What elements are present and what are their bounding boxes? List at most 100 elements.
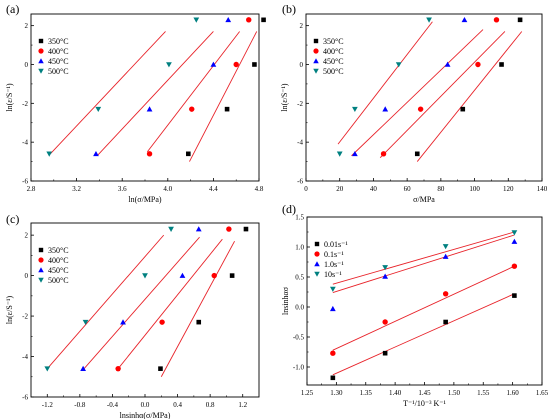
panel-label: (b) (282, 2, 296, 16)
data-point (460, 106, 466, 112)
fit-line (189, 31, 258, 162)
data-point (442, 291, 449, 297)
x-tick-label: 0.0 (141, 401, 150, 409)
y-tick-label: 0.0 (295, 304, 304, 312)
y-axis-label: lnsinhασ (281, 286, 290, 315)
x-tick-label: 1.25 (301, 389, 314, 397)
data-point (382, 273, 389, 279)
chart-panel-3: -1.2 -0.8 -0.4 0.0 0.4 0.8 1.2 -6 -4 -2 0 2 lnsinhα(… (5, 212, 260, 419)
x-tick-label: 1.40 (389, 389, 402, 397)
y-tick-label: 0 (25, 61, 29, 69)
chart-panel-4: 1.25 1.30 1.35 1.40 1.45 1.50 1.55 1.60 1.65 -1.0… (281, 202, 549, 408)
data-point (158, 366, 163, 371)
x-tick-label: 80 (437, 185, 445, 193)
fit-line (160, 240, 235, 377)
x-tick-label: 3.2 (72, 185, 81, 193)
legend-marker (313, 68, 319, 74)
data-point (499, 62, 504, 67)
x-tick-label: 1.35 (360, 389, 373, 397)
data-point (80, 365, 86, 371)
data-point (179, 272, 186, 278)
y-tick-label: -0.5 (293, 334, 305, 342)
y-tick-label: -1.0 (293, 364, 305, 372)
data-point (417, 106, 424, 112)
data-point (461, 16, 468, 23)
fit-line (337, 21, 433, 145)
panel-label: (d) (282, 202, 296, 216)
fit-line (146, 31, 240, 153)
data-point (120, 319, 126, 325)
data-point (82, 319, 89, 326)
data-point (93, 150, 99, 157)
panel-label: (c) (6, 212, 19, 226)
legend-label: 500°C (323, 67, 344, 76)
data-point (226, 226, 232, 232)
x-axis-label: T⁻¹/10⁻³ K⁻¹ (403, 399, 446, 408)
x-tick-label: 1.55 (477, 389, 490, 397)
x-tick-label: 3.6 (118, 185, 127, 193)
y-tick-label: 1.0 (295, 244, 304, 252)
legend-label: 400°C (48, 256, 69, 265)
y-tick-label: -6 (22, 178, 28, 186)
legend-label: 350°C (48, 37, 69, 46)
data-point (382, 319, 388, 325)
fit-line (351, 29, 484, 157)
y-tick-label: -4 (22, 353, 28, 361)
fit-line (416, 31, 523, 162)
data-point (426, 17, 432, 23)
x-tick-label: 100 (469, 185, 480, 193)
y-tick-label: -4 (22, 139, 28, 147)
x-tick-label: 0.4 (173, 401, 182, 409)
data-point (414, 151, 420, 157)
legend-marker (314, 241, 320, 247)
panel-label: (a) (6, 2, 19, 16)
data-point (517, 17, 523, 23)
data-point (195, 226, 202, 232)
legend-label: 450°C (323, 57, 344, 66)
data-point (246, 17, 252, 23)
y-tick-label: 0.5 (295, 274, 304, 282)
x-tick-label: -0.4 (107, 401, 119, 409)
legend-marker (38, 58, 44, 64)
legend-label: 500°C (48, 67, 69, 76)
data-point (444, 61, 451, 67)
legend-label: 400°C (48, 47, 69, 56)
x-tick-label: 1.2 (238, 401, 247, 409)
data-point (159, 319, 165, 325)
fit-line (96, 31, 214, 157)
fit-line (116, 238, 223, 371)
fit-line (46, 234, 165, 369)
legend-marker (314, 261, 320, 267)
x-tick-label: 120 (503, 185, 514, 193)
data-point (511, 263, 518, 269)
x-tick-label: 1.45 (418, 389, 431, 397)
data-point (382, 106, 389, 112)
x-tick-label: -0.8 (74, 401, 86, 409)
legend-label: 350°C (48, 246, 69, 255)
x-tick-label: 40 (370, 185, 378, 193)
data-point (330, 350, 336, 356)
fit-line (379, 31, 506, 159)
x-axis-label: lnsinhα(σ/MPa) (120, 411, 171, 419)
y-tick-label: -6 (22, 394, 28, 402)
fit-line (81, 236, 200, 371)
x-tick-label: 60 (404, 185, 412, 193)
data-point (352, 150, 358, 157)
chart-panel-2: 0 20 40 60 80 100 120 140 -6 -4 -2 0 2 σ/MPa ln(ε/S⁻¹)… (280, 2, 548, 204)
fit-line (332, 293, 515, 376)
y-tick-label: -2 (22, 313, 28, 321)
y-tick-label: -2 (22, 100, 28, 108)
legend-marker (313, 58, 319, 64)
x-tick-label: 20 (336, 185, 344, 193)
data-point (329, 286, 336, 292)
data-point (225, 16, 232, 23)
data-point (336, 151, 343, 157)
data-point (193, 17, 200, 23)
data-point (166, 62, 172, 68)
x-tick-label: 1.30 (330, 389, 343, 397)
data-point (443, 319, 448, 325)
